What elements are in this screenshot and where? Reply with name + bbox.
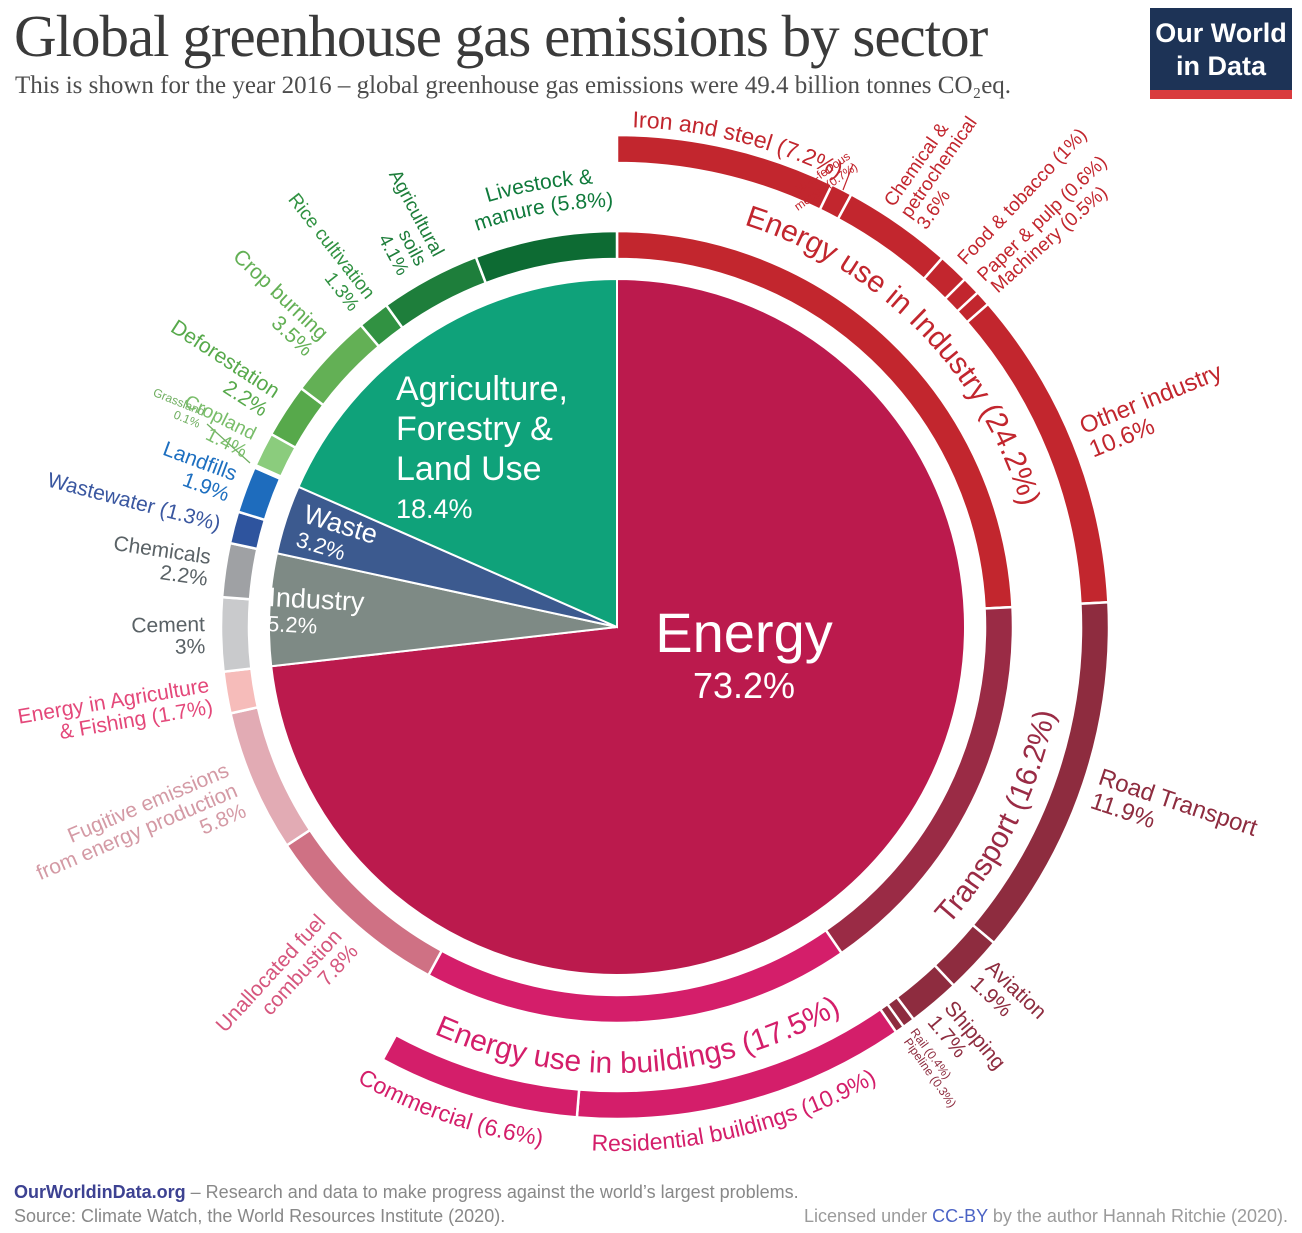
pie-slice-afolu[interactable] xyxy=(297,277,618,629)
source-note: Source: Climate Watch, the World Resourc… xyxy=(14,1206,506,1226)
label-road_transport: Road Transport11.9% xyxy=(1087,764,1261,866)
ccby-link[interactable]: CC-BY xyxy=(932,1206,988,1226)
svg-text:Chemical &petrochemical3.6%: Chemical &petrochemical3.6% xyxy=(880,102,998,234)
label-crop_burning: Crop burning3.5% xyxy=(213,245,332,361)
ring-segment-chemicals[interactable] xyxy=(220,541,259,601)
leader-line-nonferrous xyxy=(842,163,854,191)
svg-text:Fugitive emissionsfrom energy: Fugitive emissionsfrom energy production… xyxy=(24,759,249,905)
label-unallocated: Unallocated fuelcombustion7.8% xyxy=(212,910,363,1066)
page-subtitle: This is shown for the year 2016 – global… xyxy=(15,72,1012,99)
footer: OurWorldinData.org – Research and data t… xyxy=(14,1182,1288,1227)
label-other_industry: Other industry10.6% xyxy=(1076,358,1235,463)
label-energy: Energy 73.2% xyxy=(655,601,832,706)
owid-logo[interactable]: Our World in Data xyxy=(1150,8,1292,99)
svg-text:Cement3%: Cement3% xyxy=(131,613,206,659)
label-fugitive: Fugitive emissionsfrom energy production… xyxy=(24,759,249,905)
owid-site-link[interactable]: OurWorldinData.org xyxy=(14,1182,186,1202)
pie-slice-energy[interactable] xyxy=(270,277,966,976)
label-cement: Cement3% xyxy=(131,613,206,659)
svg-text:Crop burning3.5%: Crop burning3.5% xyxy=(213,245,332,361)
label-industry: Industry5.2% xyxy=(266,582,365,641)
svg-text:Other industry10.6%: Other industry10.6% xyxy=(1076,358,1235,463)
page-title: Global greenhouse gas emissions by secto… xyxy=(14,3,988,69)
svg-text:Chemicals2.2%: Chemicals2.2% xyxy=(109,532,212,591)
label-energy_ag_fishing: Energy in Agriculture& Fishing (1.7%) xyxy=(16,674,215,751)
label-ag_soils: Agriculturalsoils4.1% xyxy=(349,167,448,280)
svg-text:Unallocated fuelcombustion7.8%: Unallocated fuelcombustion7.8% xyxy=(212,910,363,1066)
footer-tagline: – Research and data to make progress aga… xyxy=(185,1182,799,1202)
license-pre: Licensed under xyxy=(804,1206,933,1226)
license-post: by the author Hannah Ritchie (2020). xyxy=(987,1206,1288,1226)
svg-text:Industry5.2%: Industry5.2% xyxy=(266,582,365,641)
svg-text:Agriculturalsoils4.1%: Agriculturalsoils4.1% xyxy=(349,167,448,280)
svg-text:Agriculture,Forestry &Land Use: Agriculture, Forestry & Land Use 18.4% xyxy=(396,370,568,524)
outer-segment-commercial[interactable] xyxy=(380,1033,581,1119)
ring-segment-energy_ag_fishing[interactable] xyxy=(222,667,260,715)
owid-logo-line1: Our World xyxy=(1155,18,1287,48)
ring-segment-cement[interactable] xyxy=(219,595,253,674)
label-chem_petro: Chemical &petrochemical3.6% xyxy=(880,102,998,234)
label-afolu: Agriculture, Forestry & Land Use 18.4% xyxy=(396,370,568,524)
svg-text:Energy in Agriculture& Fishing: Energy in Agriculture& Fishing (1.7%) xyxy=(16,674,215,751)
svg-text:Road Transport11.9%: Road Transport11.9% xyxy=(1087,764,1261,866)
ring-segment-livestock[interactable] xyxy=(474,229,619,285)
license-note: Licensed under CC-BY by the author Hanna… xyxy=(804,1206,1288,1227)
leader-line-grassland xyxy=(206,423,251,464)
owid-logo-line2: in Data xyxy=(1175,50,1267,81)
label-chemicals: Chemicals2.2% xyxy=(109,532,212,591)
